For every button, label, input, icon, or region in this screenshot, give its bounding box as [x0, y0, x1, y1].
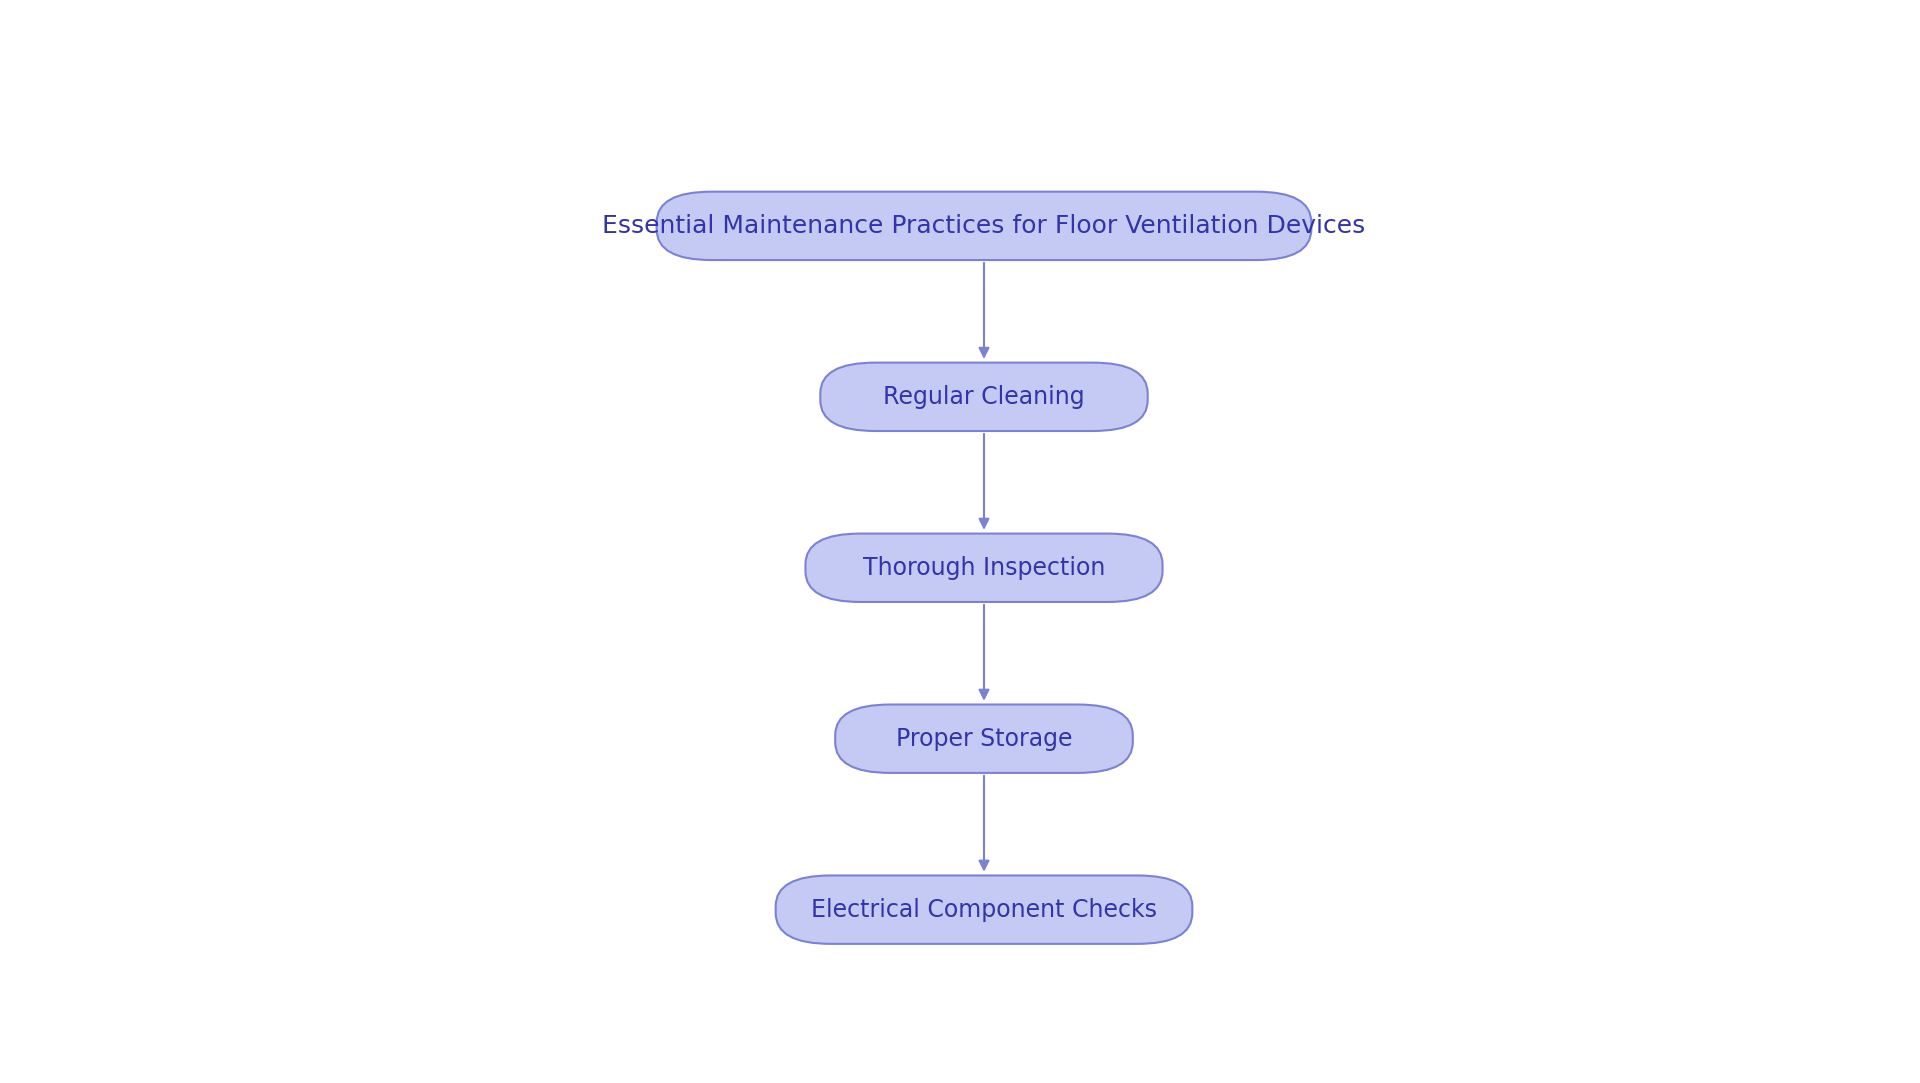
- FancyBboxPatch shape: [835, 705, 1133, 773]
- FancyBboxPatch shape: [657, 192, 1311, 260]
- FancyBboxPatch shape: [776, 875, 1192, 944]
- FancyBboxPatch shape: [806, 534, 1162, 602]
- Text: Proper Storage: Proper Storage: [897, 727, 1071, 751]
- Text: Essential Maintenance Practices for Floor Ventilation Devices: Essential Maintenance Practices for Floo…: [603, 213, 1365, 238]
- Text: Regular Cleaning: Regular Cleaning: [883, 384, 1085, 408]
- Text: Electrical Component Checks: Electrical Component Checks: [810, 898, 1158, 922]
- FancyBboxPatch shape: [820, 363, 1148, 431]
- Text: Thorough Inspection: Thorough Inspection: [862, 556, 1106, 579]
